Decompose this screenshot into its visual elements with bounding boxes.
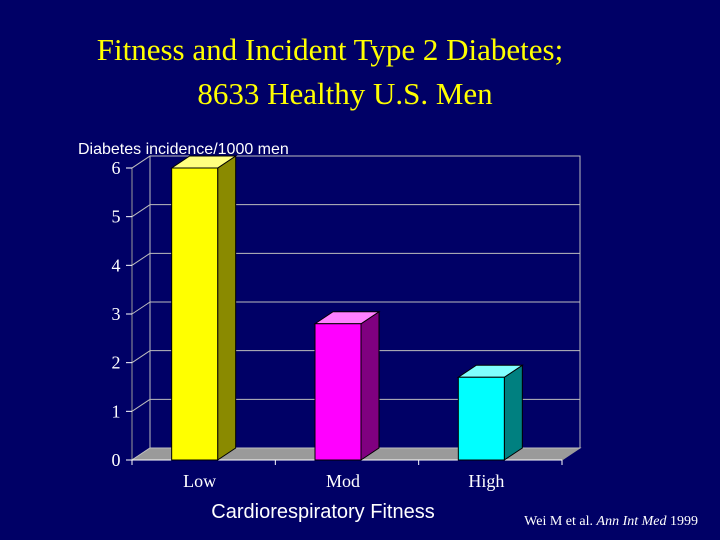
bar <box>314 323 362 461</box>
x-axis-label: Cardiorespiratory Fitness <box>211 501 434 523</box>
title-line-2: 8633 Healthy U.S. Men <box>197 76 493 111</box>
gridline-side <box>131 252 151 266</box>
y-axis-label: Diabetes incidence/1000 men <box>78 141 289 158</box>
slide-title: Fitness and Incident Type 2 Diabetes; 86… <box>0 28 660 116</box>
title-line-1: Fitness and Incident Type 2 Diabetes; <box>96 32 564 67</box>
y-tick-label: 6 <box>112 158 121 178</box>
y-tick-label: 5 <box>112 207 121 227</box>
x-tick-label: High <box>468 471 504 491</box>
citation: Wei M et al. Ann Int Med 1999 <box>524 514 698 530</box>
gridline-side <box>131 350 151 364</box>
x-tick-label: Mod <box>326 471 360 491</box>
x-tick-label: Low <box>183 471 216 491</box>
gridline-side <box>131 301 151 315</box>
citation-author: Wei M et al. <box>524 514 597 529</box>
gridline-side <box>131 398 151 412</box>
bar-side <box>503 364 523 461</box>
gridline-side <box>131 155 151 169</box>
gridline-side <box>131 204 151 218</box>
citation-journal: Ann Int Med <box>596 514 667 529</box>
y-tick-label: 3 <box>112 304 121 324</box>
bar <box>457 376 505 461</box>
citation-year: 1999 <box>666 514 698 529</box>
y-tick-label: 1 <box>112 401 121 421</box>
bar <box>171 167 219 461</box>
y-tick-label: 0 <box>112 450 121 470</box>
gridline-side <box>131 447 151 461</box>
y-tick-label: 2 <box>112 353 121 373</box>
y-tick-label: 4 <box>112 255 121 275</box>
bar-side <box>217 155 237 461</box>
bar-side <box>360 310 380 461</box>
